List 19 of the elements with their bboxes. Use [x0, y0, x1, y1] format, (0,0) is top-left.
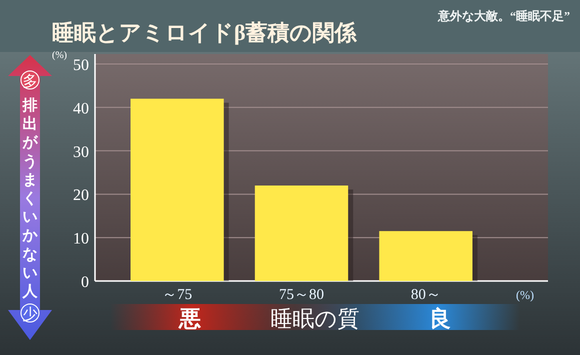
y-tick-label: 0: [81, 274, 89, 291]
x-tick-label: 75～80: [279, 287, 324, 303]
chart-subtitle: 意外な大敵。“睡眠不足”: [437, 9, 570, 23]
text: 良: [429, 306, 451, 331]
x-axis-title: 睡眠の質: [270, 306, 360, 331]
chart-title: 睡眠とアミロイドβ蓄積の関係: [52, 20, 358, 45]
x-tick-label: ～75: [162, 287, 192, 303]
x-tick-label: 80～: [410, 287, 441, 303]
y-tick-label: 10: [73, 230, 89, 248]
y-tick-label: 50: [73, 57, 89, 74]
text: (%): [52, 50, 67, 61]
text: 悪: [178, 306, 201, 331]
y-axis-title: 排出がうまくいかない人: [22, 98, 38, 300]
text: 多: [22, 73, 38, 90]
text: (%): [516, 288, 534, 302]
y-tick-label: 40: [73, 100, 89, 118]
y-tick-label: 20: [73, 187, 89, 204]
text: 少: [22, 306, 38, 323]
y-tick-label: 30: [73, 144, 89, 161]
